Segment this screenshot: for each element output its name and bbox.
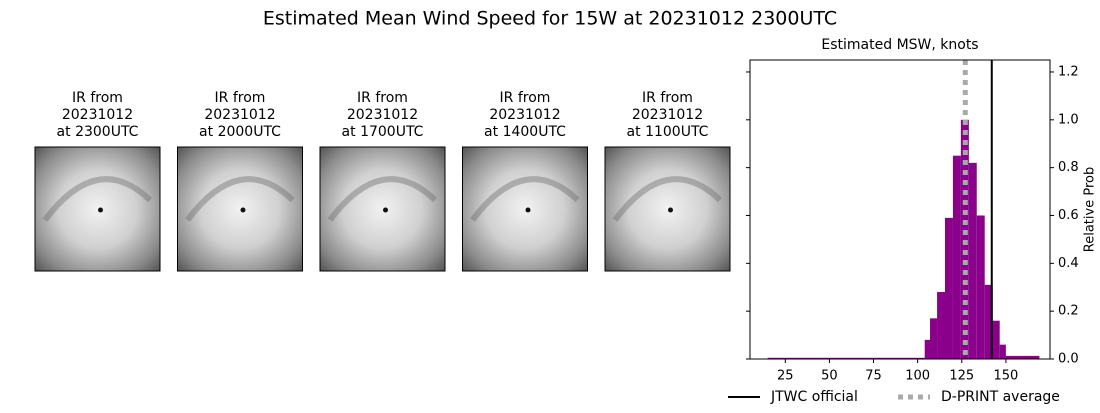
y-tick-label: 0.2 — [1058, 304, 1079, 319]
y-tick-label: 1.2 — [1058, 64, 1079, 79]
y-tick-label: 0.8 — [1058, 160, 1079, 175]
bar — [960, 119, 969, 359]
bar — [930, 318, 938, 359]
x-tick-label: 150 — [993, 369, 1018, 384]
panel-label: 20231012 — [204, 107, 275, 123]
cloud-swirl — [42, 176, 153, 222]
cloud-swirl — [470, 176, 580, 222]
y-axis-label: Relative Prob — [1083, 167, 1098, 252]
y-tick-label: 0.6 — [1058, 208, 1079, 223]
panel-label: at 2000UTC — [199, 124, 281, 140]
satellite-image — [604, 146, 731, 272]
bar — [976, 215, 985, 359]
panel-label: IR from — [357, 90, 408, 106]
storm-eye — [668, 207, 673, 213]
cloud-swirl — [612, 176, 723, 222]
y-tick-label: 0.0 — [1058, 352, 1079, 367]
bar — [984, 284, 993, 359]
panel-label: IR from — [72, 90, 123, 106]
bar — [937, 292, 945, 359]
y-tick-label: 0.4 — [1058, 256, 1079, 271]
satellite-image — [34, 146, 161, 272]
cloud-swirl — [185, 176, 295, 222]
panel-label: 20231012 — [489, 107, 560, 123]
bar — [952, 155, 961, 359]
page-title: Estimated Mean Wind Speed for 15W at 202… — [263, 8, 837, 30]
panel-label: 20231012 — [347, 107, 418, 123]
panel-label: at 1400UTC — [484, 124, 566, 140]
x-tick-label: 125 — [949, 369, 974, 384]
cloud-swirl — [327, 176, 438, 222]
panel-label: IR from — [215, 90, 266, 106]
satellite-image — [319, 146, 446, 272]
storm-eye — [383, 207, 388, 213]
panel-label: at 1700UTC — [342, 124, 424, 140]
chart-title: Estimated MSW, knots — [821, 37, 978, 53]
storm-eye — [98, 207, 103, 213]
panel-label: IR from — [500, 90, 551, 106]
y-tick-label: 1.0 — [1058, 112, 1079, 127]
storm-eye — [525, 207, 531, 213]
satellite-image — [177, 146, 303, 272]
legend-label: D-PRINT average — [941, 389, 1060, 405]
x-tick-label: 50 — [821, 369, 838, 384]
panel-label: IR from — [642, 90, 693, 106]
storm-eye — [240, 207, 246, 213]
panel-label: at 1100UTC — [627, 124, 709, 140]
bar — [767, 357, 925, 359]
panel-label: 20231012 — [62, 107, 133, 123]
plot-frame — [749, 59, 1051, 360]
panel-label: 20231012 — [632, 107, 703, 123]
bar — [1005, 355, 1040, 359]
bar — [968, 162, 977, 359]
bar — [945, 217, 953, 359]
legend-label: JTWC official — [770, 389, 858, 405]
bar — [924, 339, 930, 359]
x-tick-label: 100 — [905, 369, 930, 384]
panel-label: at 2300UTC — [57, 124, 139, 140]
bar — [992, 320, 1000, 359]
x-tick-label: 75 — [865, 369, 882, 384]
x-tick-label: 25 — [777, 369, 794, 384]
bar — [999, 344, 1006, 359]
satellite-image — [462, 146, 588, 272]
